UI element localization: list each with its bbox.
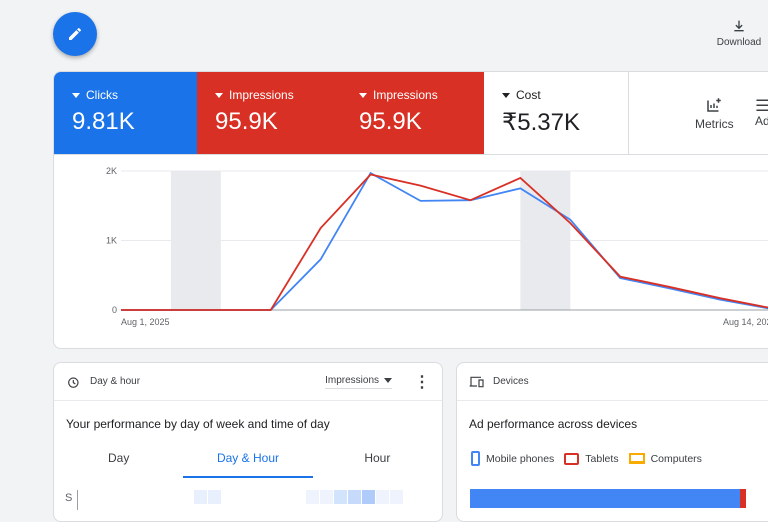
device-share-bar — [470, 489, 746, 508]
download-button[interactable]: Download — [712, 18, 766, 48]
heatmap-cell — [376, 490, 389, 504]
heatmap-cell — [236, 490, 249, 504]
scorecard-label: Clicks — [86, 88, 118, 102]
clock-icon — [68, 376, 79, 388]
metrics-icon — [707, 98, 722, 112]
legend-computers: Computers — [628, 453, 702, 465]
phone-icon — [471, 451, 480, 466]
heatmap-cell — [278, 490, 291, 504]
heatmap-cell — [390, 490, 403, 504]
laptop-icon — [628, 453, 645, 464]
more-options-icon[interactable]: ⋮ — [414, 373, 430, 391]
card-title: Day & hour — [90, 376, 141, 387]
heatmap-cell — [362, 490, 375, 504]
tab-day-hour[interactable]: Day & Hour — [183, 451, 313, 478]
tab-hour[interactable]: Hour — [364, 451, 391, 465]
performance-card: Clicks 9.81K Impressions 95.9K Impressio… — [53, 71, 768, 349]
metric-dropdown[interactable]: Impressions — [325, 375, 392, 389]
legend-tablets: Tablets — [564, 452, 619, 465]
devices-card: Devices Ad performance across devices Mo… — [456, 362, 768, 522]
tablet-share — [740, 489, 746, 508]
heatmap-cell — [306, 490, 319, 504]
devices-icon — [469, 376, 484, 387]
heatmap-cell — [348, 490, 361, 504]
heatmap: S — [54, 490, 442, 510]
download-label: Download — [716, 37, 762, 48]
section-heading: Ad performance across devices — [469, 417, 638, 431]
heatmap-cell — [320, 490, 333, 504]
scorecard-value: 9.81K — [72, 108, 135, 135]
scorecard-value: 95.9K — [359, 108, 422, 135]
heatmap-cell — [250, 490, 263, 504]
legend-mobile: Mobile phones — [471, 451, 554, 466]
scorecard-label: Impressions — [373, 88, 438, 102]
adjust-label: Ad — [755, 114, 768, 128]
series-line — [121, 173, 768, 311]
heatmap-cell — [208, 490, 221, 504]
metrics-button[interactable]: Metrics — [695, 96, 734, 131]
y-tick-label: 1K — [106, 236, 117, 246]
dropdown-icon — [502, 92, 510, 98]
x-tick-label: Aug 1, 2025 — [121, 317, 170, 327]
scorecard-value: 95.9K — [215, 108, 278, 135]
section-heading: Your performance by day of week and time… — [66, 417, 330, 431]
scorecard-clicks[interactable]: Clicks 9.81K — [54, 72, 197, 154]
card-title: Devices — [493, 376, 529, 387]
tablet-icon — [564, 452, 580, 465]
dropdown-icon — [72, 92, 80, 98]
row-label: S — [65, 492, 73, 504]
metrics-label: Metrics — [695, 117, 734, 131]
dropdown-icon — [215, 92, 223, 98]
heatmap-cell — [194, 490, 207, 504]
heatmap-cell — [264, 490, 277, 504]
scorecard-label: Cost — [516, 88, 541, 102]
pencil-icon — [69, 27, 81, 40]
scorecard-cost[interactable]: Cost ₹5.37K — [484, 72, 628, 154]
metric-value: Impressions — [325, 374, 379, 386]
scorecard-value: ₹5.37K — [502, 109, 580, 136]
tab-day[interactable]: Day — [107, 451, 130, 465]
download-icon — [734, 20, 744, 32]
mobile-share — [470, 489, 741, 508]
y-tick-label: 2K — [106, 166, 117, 176]
heatmap-cell — [292, 490, 305, 504]
chart-tools: Metrics ☰ Ad — [628, 72, 768, 154]
day-hour-card: Day & hour Impressions ⋮ Your performanc… — [53, 362, 443, 522]
scorecard-impressions[interactable]: Impressions 95.9K — [197, 72, 341, 154]
heatmap-cell — [334, 490, 347, 504]
adjust-icon: ☰ — [755, 96, 768, 115]
line-chart: 0 1K 2K Aug 1, 2025 Aug 14, 2025 — [54, 154, 768, 327]
edit-button[interactable] — [53, 12, 97, 56]
x-tick-label: Aug 14, 2025 — [723, 317, 768, 327]
adjust-button[interactable]: ☰ Ad — [755, 96, 768, 128]
y-tick-label: 0 — [112, 305, 117, 315]
heatmap-cell — [222, 490, 235, 504]
dropdown-icon — [384, 377, 392, 383]
scorecard-impressions-2[interactable]: Impressions 95.9K — [341, 72, 484, 154]
dropdown-icon — [359, 92, 367, 98]
scorecard-label: Impressions — [229, 88, 294, 102]
